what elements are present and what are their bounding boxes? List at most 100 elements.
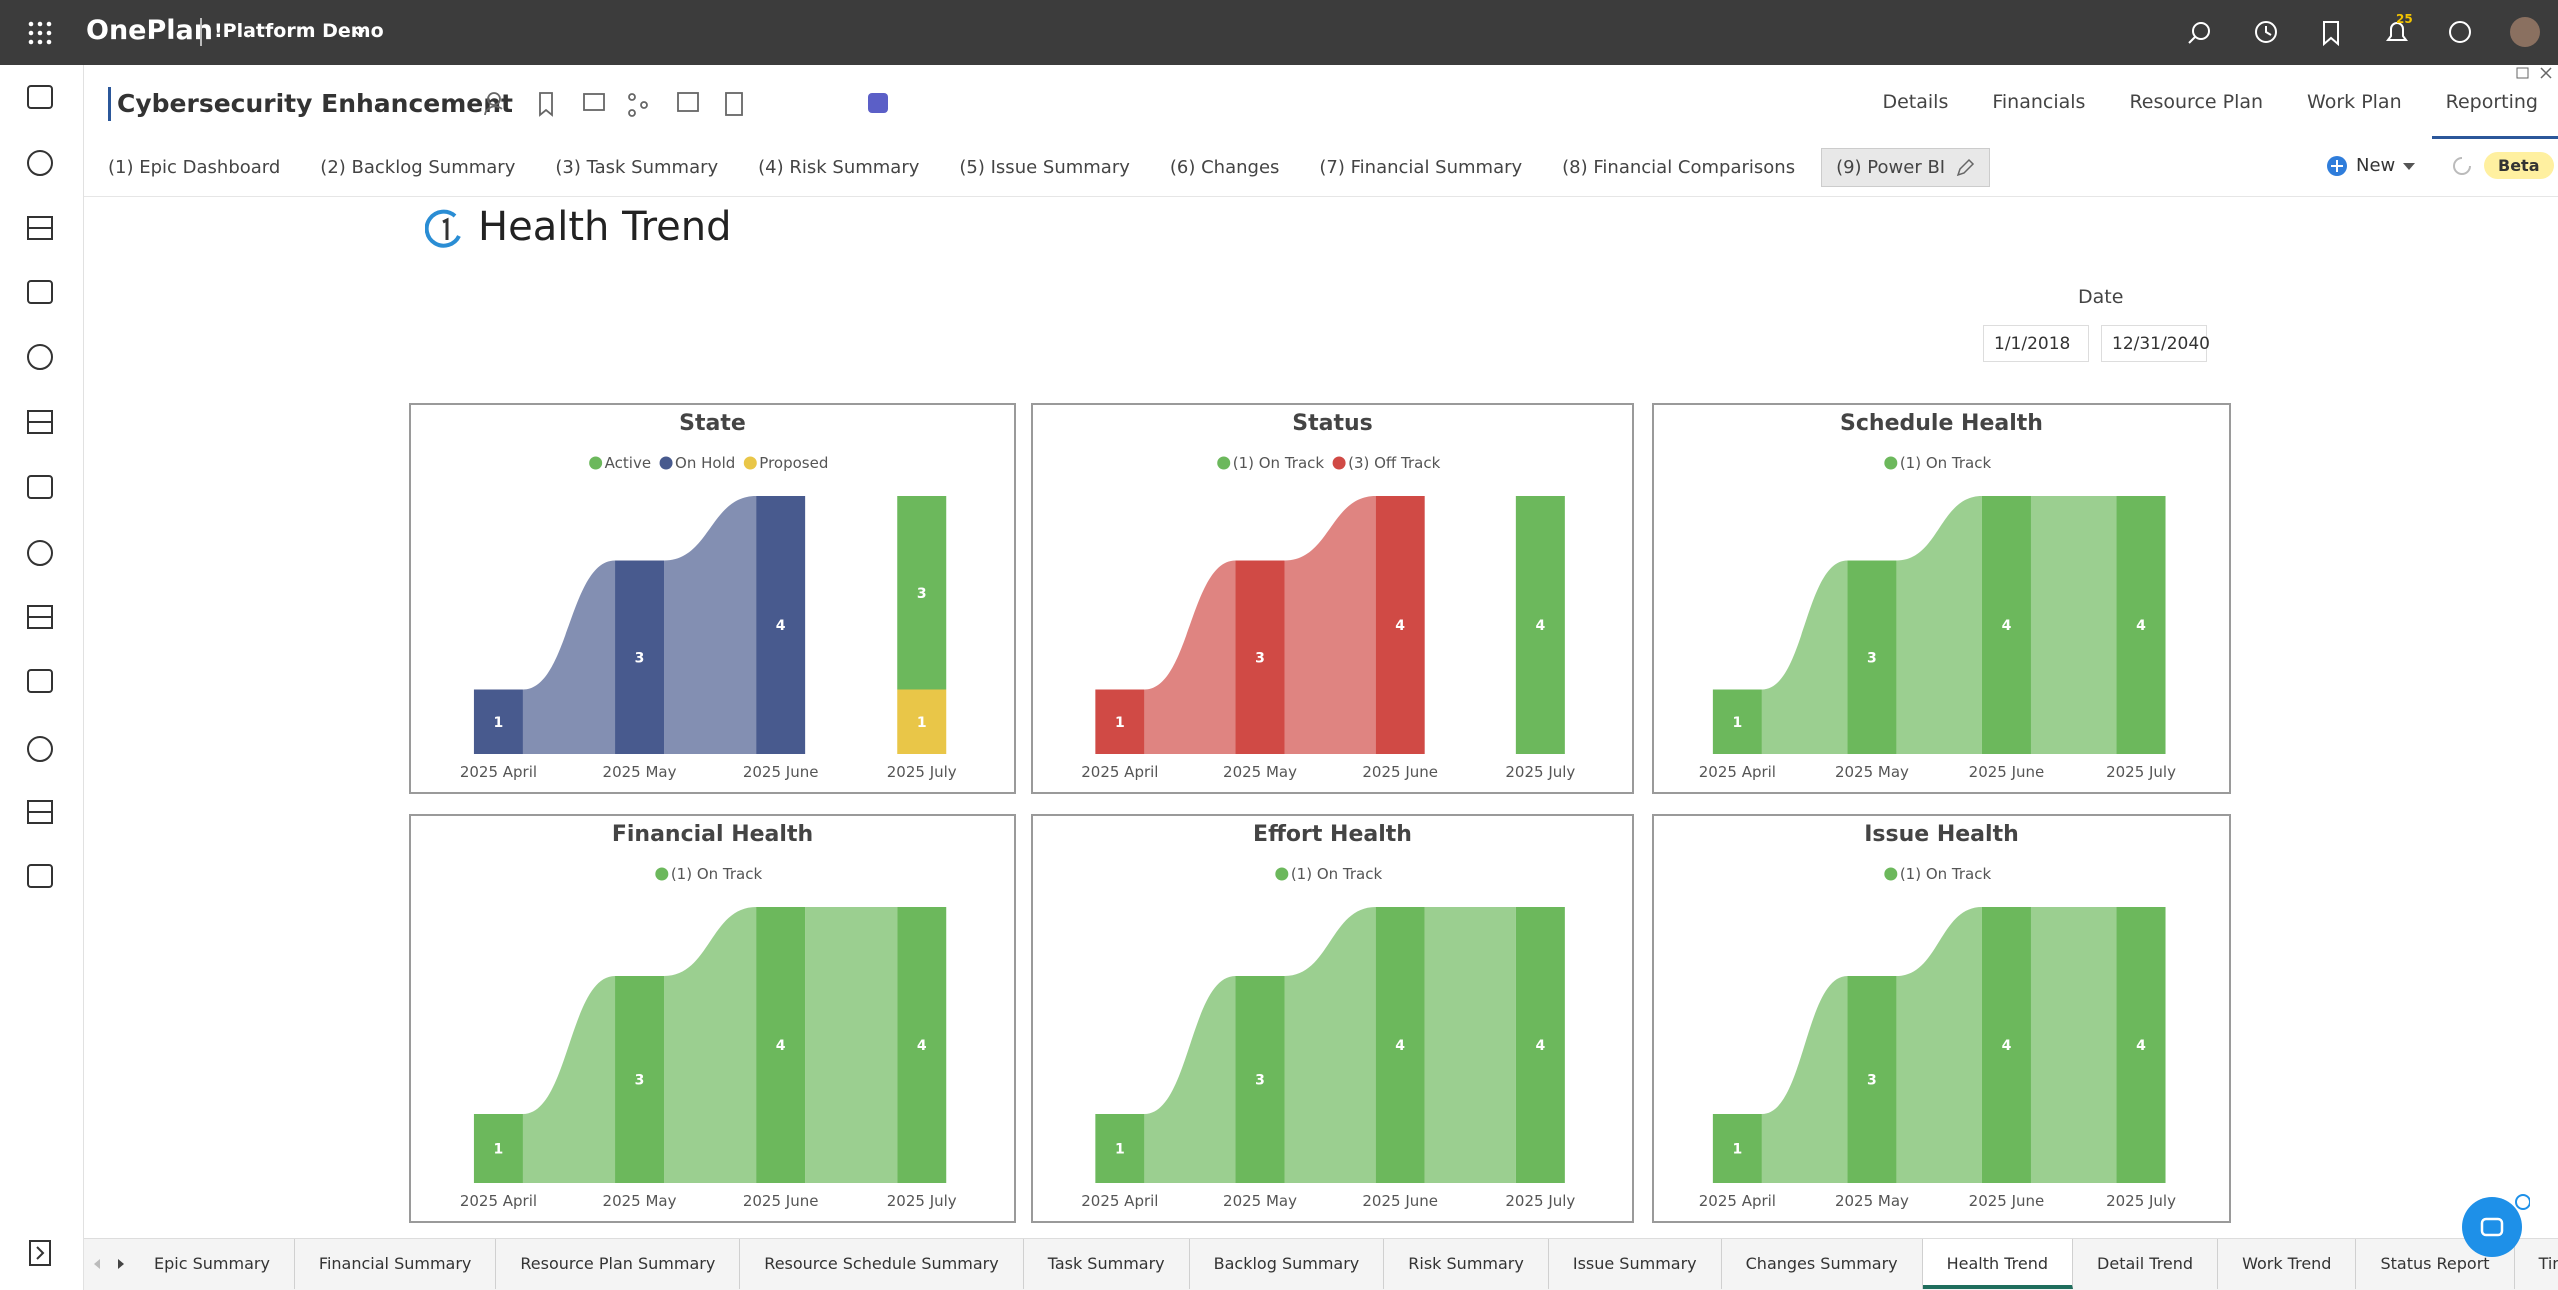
chart: Status (1) On Track (3) Off Track 4 1 3 4 2025 … [1081, 411, 1575, 781]
chevron [2403, 163, 2415, 170]
ribbon [1144, 560, 1236, 754]
bottom-tab[interactable]: Financial Summary [295, 1239, 497, 1289]
nav-icon[interactable] [27, 864, 53, 888]
x-tick-label: 2025 June [743, 1192, 819, 1210]
bar [1375, 907, 1425, 1183]
bottom-tab[interactable]: Risk Summary [1384, 1239, 1549, 1289]
nav-icon[interactable] [27, 410, 53, 434]
bottom-tab[interactable]: Task Summary [1024, 1239, 1190, 1289]
report-tab[interactable]: (9) Power BI [1821, 148, 1991, 187]
report-tab[interactable]: (7) Financial Summary [1319, 157, 1523, 178]
bar-label: 3 [1255, 1073, 1265, 1089]
bar-label: 3 [1867, 1073, 1877, 1089]
ribbons [1144, 907, 1516, 1183]
bottom-tab[interactable]: Status Report [2356, 1239, 2515, 1289]
bookmark-icon[interactable] [2323, 21, 2339, 47]
nav-icon[interactable] [27, 605, 53, 629]
nav-icon[interactable] [27, 736, 53, 762]
help-icon[interactable] [2449, 21, 2471, 43]
bar-label: 4 [2136, 1038, 2146, 1054]
new-button[interactable]: New [2356, 155, 2396, 176]
report-tab[interactable]: (6) Changes [1169, 157, 1280, 178]
legend-label: (1) On Track [1233, 454, 1325, 472]
x-tick-label: 2025 May [1223, 1192, 1297, 1210]
chart: Effort Health (1) On Track 1 3 4 4 2025 April 2… [1081, 822, 1575, 1210]
bottom-tab[interactable]: Changes Summary [1722, 1239, 1923, 1289]
nav-icon[interactable] [27, 344, 53, 370]
tab-scroll[interactable] [90, 1255, 130, 1273]
bottom-tab[interactable]: Epic Summary [130, 1239, 295, 1289]
legend-label: (1) On Track [1291, 865, 1383, 883]
chart: State Active On Hold Proposed 3 1 3 4 1 2025 Apri… [460, 411, 957, 781]
report-tab[interactable]: (4) Risk Summary [758, 157, 920, 178]
edit-icon[interactable] [1955, 158, 1975, 178]
legend-swatch [655, 867, 669, 881]
bottom-tab[interactable]: Health Trend [1922, 1239, 2074, 1289]
ribbon [1424, 907, 1516, 1183]
report-tab[interactable]: (3) Task Summary [555, 157, 719, 178]
report-tab[interactable]: (1) Epic Dashboard [108, 157, 281, 178]
bottom-tab[interactable]: Resource Plan Summary [496, 1239, 741, 1289]
chart-title: State [679, 411, 746, 436]
bar [1515, 496, 1565, 754]
nav-link[interactable]: Details [1882, 91, 1949, 113]
app-launcher[interactable] [28, 21, 52, 45]
date-from[interactable]: 1/1/2018 [1983, 325, 2089, 362]
history-icon[interactable] [2255, 21, 2277, 43]
nav-link[interactable]: Resource Plan [2129, 91, 2264, 113]
legend: (1) On Track [1884, 865, 1991, 883]
nav-icon[interactable] [27, 540, 53, 566]
nav-icon[interactable] [27, 280, 53, 304]
bottom-tab[interactable]: Backlog Summary [1190, 1239, 1385, 1289]
bar-label: 4 [1535, 1038, 1545, 1054]
x-tick-label: 2025 July [887, 1192, 957, 1210]
nav-icon[interactable] [27, 85, 53, 109]
avatar[interactable] [2510, 17, 2540, 47]
bottom-tab[interactable]: Timesheet Hours by Task [2515, 1239, 2558, 1289]
nav-link[interactable]: Financials [1992, 91, 2086, 113]
nav-icon[interactable] [27, 150, 53, 176]
project-title: Cybersecurity Enhancement [117, 89, 513, 118]
bottom-tab[interactable]: Resource Schedule Summary [740, 1239, 1024, 1289]
report-tabs: (1) Epic Dashboard (2) Backlog Summary (3)… [94, 148, 1991, 187]
report-tab[interactable]: (8) Financial Comparisons [1562, 157, 1796, 178]
refresh-icon[interactable] [2450, 154, 2474, 178]
date-label: Date [2078, 286, 2124, 308]
bottom-tab[interactable]: Issue Summary [1549, 1239, 1722, 1289]
bottom-tab[interactable]: Detail Trend [2073, 1239, 2219, 1289]
workspace-selector[interactable]: !Platform Demo [214, 20, 384, 42]
legend-label: (1) On Track [1900, 865, 1992, 883]
report-tab[interactable]: (5) Issue Summary [959, 157, 1130, 178]
nav-link[interactable]: Reporting [2445, 91, 2538, 113]
pencil [1956, 158, 1975, 177]
ribbons [1761, 496, 2117, 754]
ribbon [2030, 907, 2117, 1183]
legend-label: (1) On Track [1900, 454, 1992, 472]
date-to[interactable]: 12/31/2040 [2101, 325, 2210, 362]
notification-icon[interactable] [2386, 22, 2408, 41]
bar [897, 689, 947, 754]
chart-title: Status [1292, 411, 1372, 436]
nav-icon[interactable] [27, 216, 53, 240]
bar [1095, 1114, 1145, 1183]
report-tab[interactable]: (2) Backlog Summary [320, 157, 516, 178]
bar [1712, 1114, 1762, 1183]
divider [200, 18, 202, 46]
nav-icon[interactable] [27, 669, 53, 693]
bar [1095, 689, 1145, 754]
ribbon [1284, 907, 1376, 1183]
teams-icon[interactable] [868, 93, 888, 113]
nav-link[interactable]: Work Plan [2307, 91, 2402, 113]
chart-title: Schedule Health [1840, 411, 2043, 436]
bar-label: 4 [2002, 1038, 2012, 1054]
ribbons [522, 907, 898, 1183]
nav-icon[interactable] [27, 475, 53, 499]
expand-icon[interactable] [29, 1240, 51, 1266]
ribbons [1761, 907, 2117, 1183]
chat-button[interactable] [2460, 1193, 2530, 1259]
bar [1981, 907, 2031, 1183]
search-icon[interactable] [2192, 22, 2210, 40]
nav-icon[interactable] [27, 800, 53, 824]
bar [756, 907, 806, 1183]
bottom-tab[interactable]: Work Trend [2218, 1239, 2357, 1289]
